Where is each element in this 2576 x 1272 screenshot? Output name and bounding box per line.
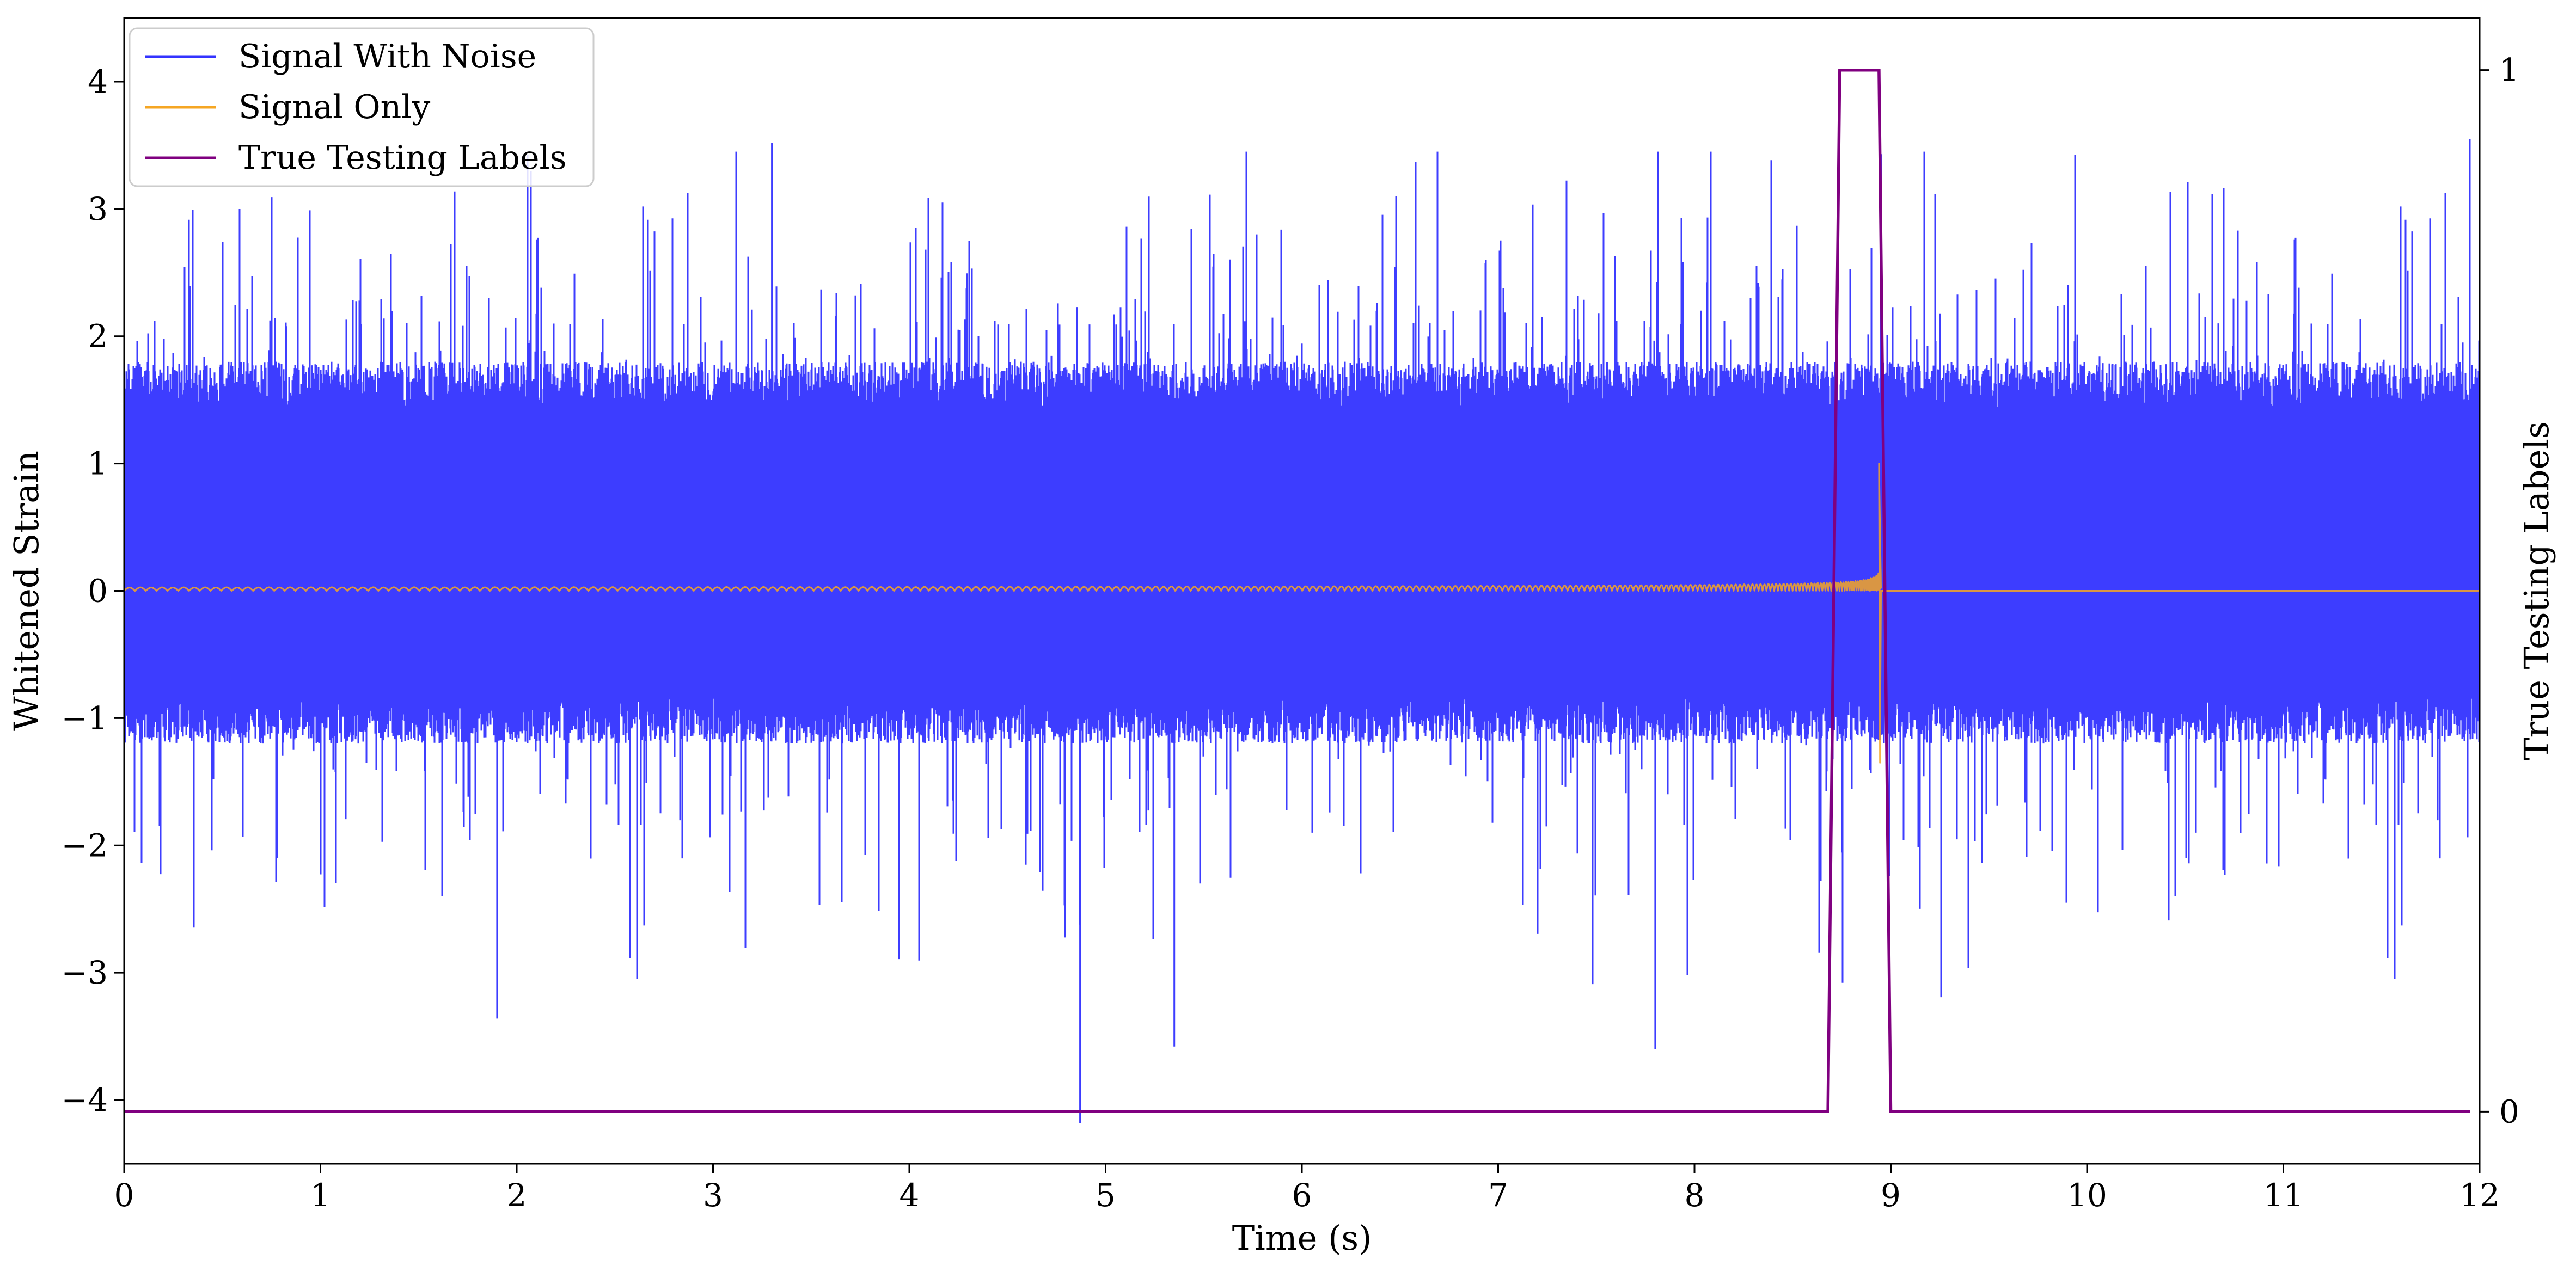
y-tick-label: 0: [88, 573, 108, 610]
x-tick-label: 2: [507, 1177, 527, 1214]
x-tick-label: 4: [900, 1177, 920, 1214]
x-tick-label: 12: [2459, 1177, 2500, 1214]
y-tick-label: −3: [62, 954, 108, 991]
legend-label: Signal Only: [238, 88, 430, 126]
x-tick-label: 1: [310, 1177, 331, 1214]
signal-with-noise-line: [124, 139, 2480, 1123]
x-tick-label: 5: [1096, 1177, 1116, 1214]
y-tick-label: 2: [88, 318, 108, 355]
x-tick-label: 7: [1488, 1177, 1508, 1214]
x-axis-label: Time (s): [1232, 1218, 1372, 1258]
x-tick-label: 3: [703, 1177, 723, 1214]
plot-area: [124, 68, 2480, 1123]
x-tick-label: 9: [1881, 1177, 1901, 1214]
y-tick-label: −1: [62, 699, 108, 736]
y-axis-label: Whitened Strain: [7, 451, 46, 731]
x-tick-label: 0: [114, 1177, 134, 1214]
x-tick-label: 10: [2067, 1177, 2107, 1214]
y-tick-label: −2: [62, 827, 108, 864]
legend: Signal With Noise Signal Only True Testing…: [129, 27, 595, 187]
x-tick-label: 11: [2263, 1177, 2304, 1214]
x-tick-label: 8: [1685, 1177, 1705, 1214]
y-tick-label: 1: [88, 445, 108, 482]
signal-only-line: [124, 463, 2480, 764]
y-tick-label: 4: [88, 63, 108, 100]
y-tick-label: 3: [88, 191, 108, 228]
y-tick-label: −4: [62, 1081, 108, 1119]
y-tick-label-right: 1: [2499, 52, 2519, 89]
legend-label: True Testing Labels: [238, 139, 567, 177]
legend-label: Signal With Noise: [238, 38, 536, 76]
y-tick-label-right: 0: [2499, 1093, 2519, 1130]
true-testing-labels-line: [124, 68, 2470, 1114]
legend-box: [129, 27, 595, 187]
x-tick-label: 6: [1292, 1177, 1312, 1214]
y-axis-label-right: True Testing Labels: [2517, 421, 2556, 760]
